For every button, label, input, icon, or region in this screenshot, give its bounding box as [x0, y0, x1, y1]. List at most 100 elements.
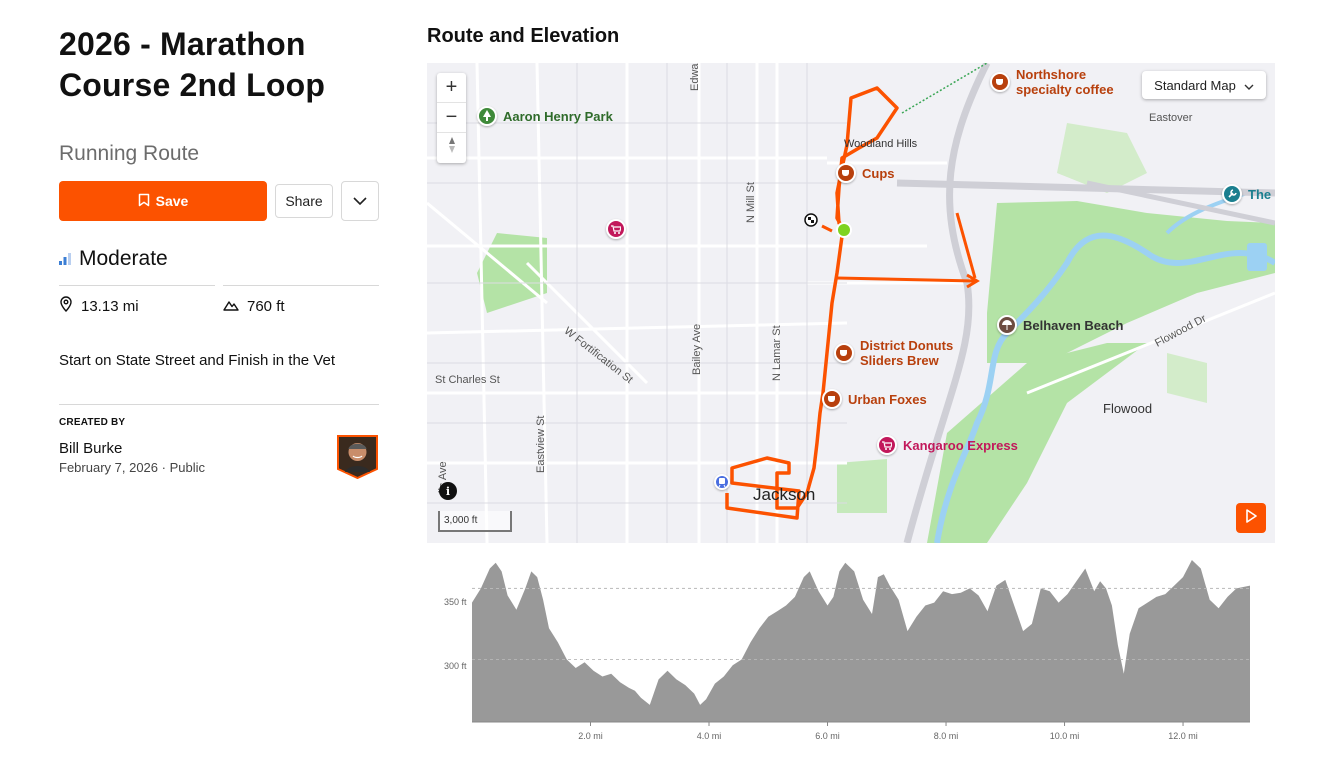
y-tick-label: 350 ft: [444, 597, 467, 607]
difficulty-label: Moderate: [79, 247, 168, 270]
street-label: Eastview St: [535, 415, 547, 473]
compass-button[interactable]: [437, 133, 466, 163]
chevron-down-icon: [1244, 78, 1254, 93]
difficulty-bars-icon: [59, 247, 71, 271]
route-line: [955, 212, 977, 279]
poi-label: Cups: [862, 165, 895, 181]
park-area: [837, 459, 887, 513]
park-area: [927, 343, 1147, 543]
route-actions: Save Share: [59, 181, 379, 221]
play-flyover-button[interactable]: [1236, 503, 1266, 533]
coffee-cup-icon: [822, 389, 842, 409]
author-name[interactable]: Bill Burke: [59, 440, 123, 457]
route-stats: 13.13 mi 760 ft: [59, 285, 379, 316]
route-line: [836, 276, 976, 283]
poi-label: The: [1248, 186, 1272, 202]
chevron-down-icon: [353, 192, 367, 210]
meta-separator: ·: [161, 460, 170, 475]
poi-label: District Donuts Sliders Brew: [860, 338, 954, 368]
route-details-panel: 2026 - Marathon Course 2nd Loop Running …: [59, 24, 379, 480]
route-type: Running Route: [59, 142, 200, 165]
coffee-cup-icon: [990, 72, 1010, 92]
compass-icon: [447, 136, 457, 160]
poi-transit-station[interactable]: [714, 474, 730, 490]
x-tick-label: 10.0 mi: [1049, 731, 1080, 741]
pond: [1247, 243, 1267, 271]
route-line: [725, 86, 899, 520]
coffee-cup-icon: [834, 343, 854, 363]
wrench-icon: [1222, 184, 1242, 204]
poi-belhaven-beach[interactable]: Belhaven Beach: [997, 315, 1123, 335]
zoom-in-button[interactable]: +: [437, 73, 466, 103]
highway: [896, 179, 1275, 197]
map-type-label: Standard Map: [1154, 77, 1236, 93]
city-label: Jackson: [753, 485, 816, 504]
place-label: Flowood: [1103, 401, 1153, 416]
poi-shop-marker[interactable]: [606, 219, 626, 239]
river: [934, 232, 1275, 543]
route-direction-arrow: [966, 273, 980, 289]
save-button[interactable]: Save: [59, 181, 267, 221]
poi-label: Urban Foxes: [848, 391, 927, 407]
poi-northshore-coffee[interactable]: Northshore specialty coffee: [990, 67, 1120, 97]
distance-stat: 13.13 mi: [59, 285, 215, 316]
map-scale: 3,000 ft: [438, 511, 512, 532]
distance-value: 13.13 mi: [81, 297, 139, 315]
poi-kangaroo-express[interactable]: Kangaroo Express: [877, 435, 1018, 455]
highway: [903, 63, 991, 543]
location-pin-icon: [59, 296, 73, 316]
street-label: Edwar: [689, 63, 701, 91]
shopping-cart-icon: [877, 435, 897, 455]
zoom-out-button[interactable]: −: [437, 103, 466, 133]
route-finish-marker: [804, 213, 818, 227]
poi-district-donuts[interactable]: District Donuts Sliders Brew: [834, 338, 964, 368]
difficulty-rating: Moderate: [59, 247, 379, 271]
play-icon: [1245, 508, 1257, 528]
park-area: [1167, 353, 1207, 403]
zoom-controls: + −: [437, 73, 466, 163]
street-label: N Mill St: [745, 182, 757, 223]
highway: [1086, 180, 1275, 226]
divider: [59, 404, 379, 405]
author-meta: February 7, 2026 · Public: [59, 460, 205, 475]
shopping-cart-icon: [606, 219, 626, 239]
created-by-heading: CREATED BY: [59, 417, 126, 428]
mountain-icon: [223, 298, 239, 315]
trail: [901, 63, 988, 114]
avatar[interactable]: [336, 434, 379, 480]
street-label: Eastover: [1149, 112, 1193, 124]
poi-service[interactable]: The: [1222, 184, 1271, 204]
poi-label: Kangaroo Express: [903, 437, 1018, 453]
poi-urban-foxes[interactable]: Urban Foxes: [822, 389, 927, 409]
share-button[interactable]: Share: [275, 184, 333, 218]
info-button[interactable]: i: [439, 482, 457, 500]
route-title: 2026 - Marathon Course 2nd Loop: [59, 26, 326, 103]
more-options-button[interactable]: [341, 181, 379, 221]
poi-cups[interactable]: Cups: [836, 163, 895, 183]
created-date: February 7, 2026: [59, 460, 159, 475]
umbrella-icon: [997, 315, 1017, 335]
train-icon: [714, 474, 730, 490]
author-info: Bill Burke February 7, 2026 · Public: [59, 434, 205, 475]
street-label: Woodland Hills: [844, 138, 918, 150]
park-area: [987, 201, 1275, 363]
tree-icon: [477, 106, 497, 126]
poi-aaron-henry-park[interactable]: Aaron Henry Park: [477, 106, 613, 126]
map-type-select[interactable]: Standard Map: [1142, 71, 1266, 99]
elevation-chart[interactable]: 350 ft 300 ft 2.0 mi 4.0 mi 6.0 mi 8.0 m…: [427, 555, 1275, 755]
elevation-stat: 760 ft: [223, 285, 379, 316]
coffee-cup-icon: [836, 163, 856, 183]
visibility-label: Public: [169, 460, 206, 475]
x-tick-label: 8.0 mi: [933, 731, 959, 741]
x-tick-label: 12.0 mi: [1168, 731, 1198, 741]
street-label: Bailey Ave: [691, 323, 703, 375]
poi-label: Northshore specialty coffee: [1016, 67, 1114, 97]
x-tick-label: 4.0 mi: [696, 731, 722, 741]
author-row: Bill Burke February 7, 2026 · Public: [59, 434, 379, 480]
route-map[interactable]: + − Standard Map Aaron Henry Park Norths…: [427, 63, 1275, 543]
y-tick-label: 300 ft: [444, 661, 467, 671]
elevation-plot: [472, 560, 1250, 726]
map-canvas: [427, 63, 1275, 543]
section-title: Route and Elevation: [427, 25, 620, 47]
street-label: N Lamar St: [771, 325, 783, 381]
